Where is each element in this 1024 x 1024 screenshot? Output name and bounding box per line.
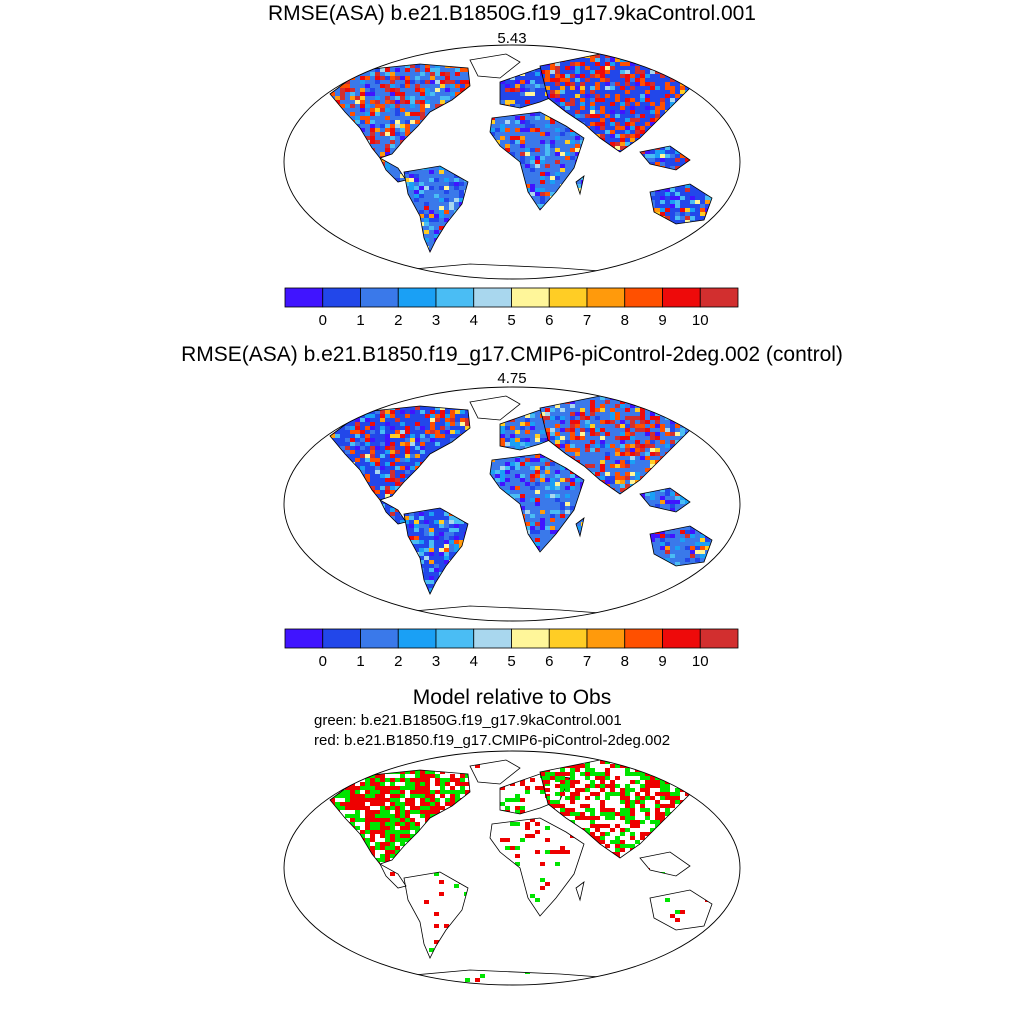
colorbar-tick-label: 10 <box>692 312 709 329</box>
colorbar-tick-label: 4 <box>470 312 478 329</box>
region-antarctica <box>405 970 580 985</box>
region-greenland <box>475 764 480 768</box>
colorbar-tick-label: 1 <box>356 312 364 329</box>
map-boundary <box>283 386 741 622</box>
colorbar-tick-label: 5 <box>507 312 515 329</box>
colorbar-swatch <box>284 628 324 649</box>
colorbar-swatch <box>397 628 437 649</box>
region-north-america <box>330 64 470 158</box>
colorbar-swatch <box>586 287 626 308</box>
panel1-colorbar: 0 1 2 3 4 5 6 7 8 9 10 <box>284 287 739 329</box>
colorbar-swatch <box>586 628 626 649</box>
colorbar-tick-label: 7 <box>583 312 591 329</box>
colorbar-tick-label: 9 <box>658 653 666 670</box>
colorbar-swatch <box>397 287 437 308</box>
colorbar-tick-label: 2 <box>394 653 402 670</box>
panel1-world-map <box>283 44 741 280</box>
region-asia <box>540 760 700 858</box>
region-north-america <box>330 770 470 864</box>
panel2-colorbar: 0 1 2 3 4 5 6 7 8 9 10 <box>284 628 739 670</box>
colorbar-swatch <box>699 287 739 308</box>
colorbar-swatch <box>284 287 324 308</box>
colorbar-tick-label: 8 <box>621 653 629 670</box>
colorbar-swatch <box>624 628 663 649</box>
colorbar-tick-label: 6 <box>545 653 553 670</box>
colorbar-tick-label: 3 <box>432 653 440 670</box>
region-africa <box>490 112 584 210</box>
region-se-asia <box>640 488 690 512</box>
colorbar-tick-label: 1 <box>356 653 364 670</box>
colorbar-tick-label: 7 <box>583 653 591 670</box>
colorbar-swatch <box>435 628 475 649</box>
region-africa <box>490 454 584 552</box>
colorbar-swatch <box>322 287 361 308</box>
colorbar-swatch <box>548 628 588 649</box>
colorbar-swatch <box>473 628 512 649</box>
colorbar-swatch <box>435 287 475 308</box>
colorbar-tick-label: 9 <box>658 312 666 329</box>
colorbar-tick-label: 4 <box>470 653 478 670</box>
colorbar-tick-label: 3 <box>432 312 440 329</box>
comparison-title: Model relative to Obs <box>412 686 612 709</box>
region-south-america <box>404 872 468 958</box>
panel2-rmse-value: 4.75 <box>497 370 527 387</box>
colorbar-swatch <box>662 287 701 308</box>
colorbar-tick-label: 8 <box>621 312 629 329</box>
colorbar-swatch <box>473 287 512 308</box>
map-boundary <box>283 44 741 280</box>
red-legend-label: red: b.e21.B1850.f19_g17.CMIP6-piControl… <box>314 732 671 749</box>
colorbar-swatch <box>548 287 588 308</box>
region-antarctica <box>380 264 640 279</box>
colorbar-swatch <box>360 628 399 649</box>
comparison-legend: green: b.e21.B1850G.f19_g17.9kaControl.0… <box>314 711 670 751</box>
region-se-asia <box>640 852 690 876</box>
colorbar-swatch <box>360 287 399 308</box>
comparison-world-map <box>283 750 741 986</box>
region-se-asia <box>640 146 690 170</box>
colorbar-tick-label: 0 <box>319 653 327 670</box>
colorbar-tick-label: 6 <box>545 312 553 329</box>
map-boundary <box>283 750 741 986</box>
region-south-america <box>404 508 468 594</box>
green-legend-label: green: b.e21.B1850G.f19_g17.9kaControl.0… <box>314 712 622 729</box>
region-africa <box>490 818 584 916</box>
colorbar-tick-label: 5 <box>507 653 515 670</box>
colorbar-swatch <box>662 628 701 649</box>
region-australia <box>650 526 712 566</box>
colorbar-tick-label: 10 <box>692 653 709 670</box>
panel1-title: RMSE(ASA) b.e21.B1850G.f19_g17.9kaContro… <box>268 2 756 25</box>
region-south-america <box>404 166 468 252</box>
region-north-america <box>330 406 470 500</box>
panel1-rmse-value: 5.43 <box>497 30 527 47</box>
colorbar-swatch <box>511 628 550 649</box>
colorbar-swatch <box>699 628 739 649</box>
region-antarctica <box>380 606 640 621</box>
panel2-world-map <box>283 386 741 622</box>
colorbar-tick-label: 2 <box>394 312 402 329</box>
panel2-title: RMSE(ASA) b.e21.B1850.f19_g17.CMIP6-piCo… <box>181 343 843 366</box>
colorbar-swatch <box>322 628 361 649</box>
colorbar-swatch <box>511 287 550 308</box>
colorbar-tick-label: 0 <box>319 312 327 329</box>
region-central-america <box>390 872 395 876</box>
colorbar-swatch <box>624 287 663 308</box>
